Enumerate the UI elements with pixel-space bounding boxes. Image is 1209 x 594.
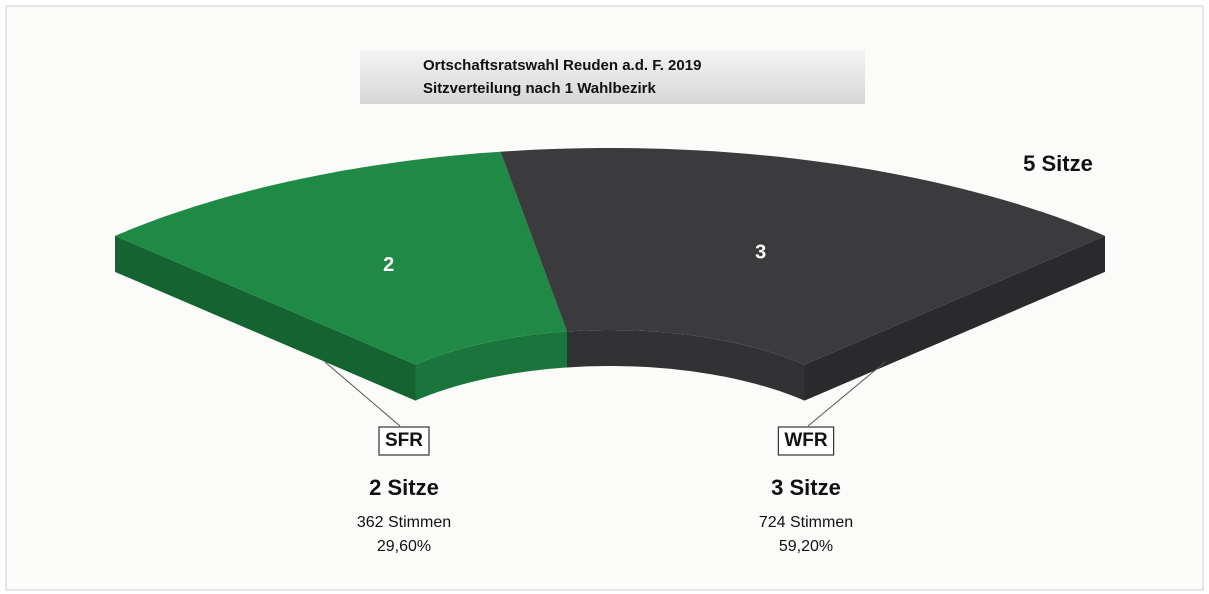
segment: [115, 151, 567, 365]
chart-title: Ortschaftsratswahl Reuden a.d. F. 2019: [423, 57, 701, 74]
party-label: WFR: [784, 430, 828, 451]
leader-line: [324, 361, 401, 427]
votes-label: 362 Stimmen: [357, 514, 451, 531]
party-box: [378, 426, 430, 456]
segment-side: [804, 235, 1105, 401]
party-label: SFR: [385, 430, 423, 451]
title-box: [360, 50, 865, 104]
party-box: [777, 426, 835, 456]
segment-label: 3: [755, 242, 766, 264]
total-label: 5 Sitze: [1023, 151, 1093, 176]
share-label: 29,60%: [377, 538, 431, 555]
segment-side: [115, 235, 416, 401]
seats-label: 2 Sitze: [369, 475, 439, 500]
chart-subtitle: Sitzverteilung nach 1 Wahlbezirk: [423, 80, 656, 97]
seats-label: 3 Sitze: [771, 475, 841, 500]
segment: [500, 148, 1105, 365]
votes-label: 724 Stimmen: [759, 514, 853, 531]
segment-wall: [415, 331, 567, 401]
segment-wall: [567, 330, 805, 401]
share-label: 59,20%: [779, 538, 833, 555]
leader-line: [807, 361, 886, 427]
segment-label: 2: [383, 254, 394, 276]
